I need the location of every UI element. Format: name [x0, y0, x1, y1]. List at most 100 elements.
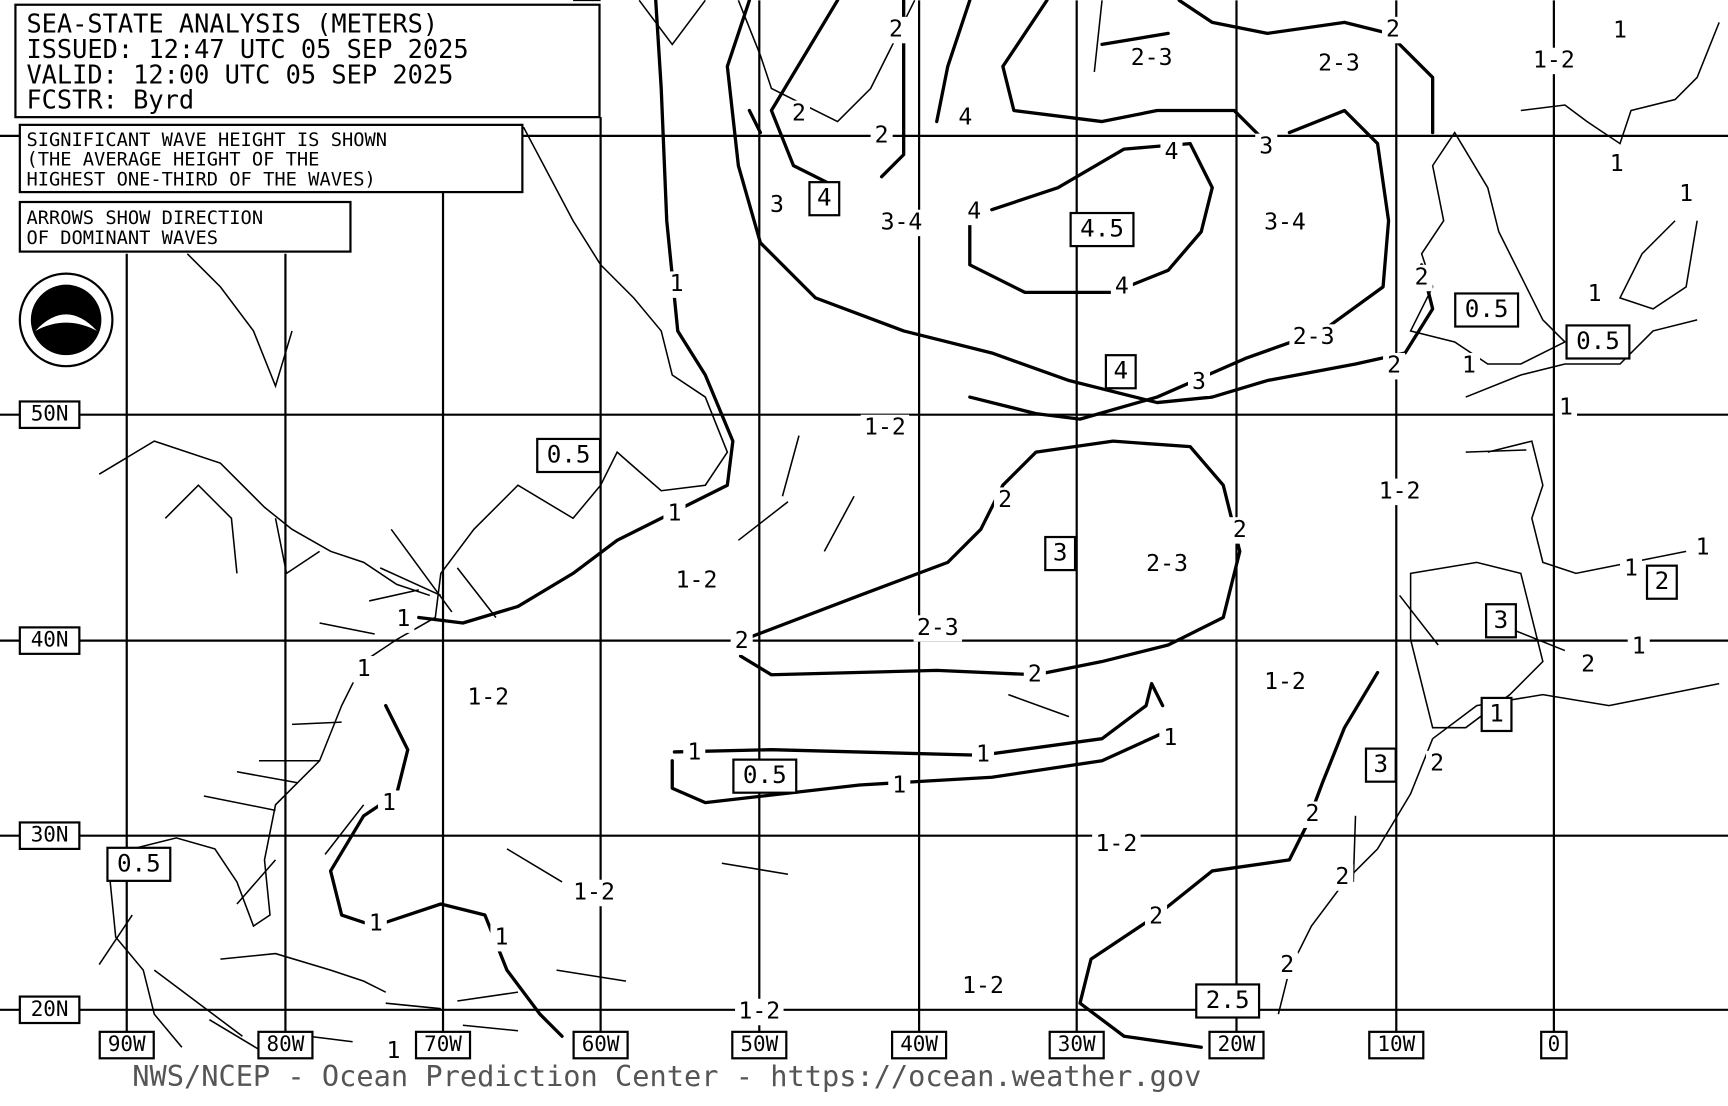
label-bg	[1145, 904, 1168, 931]
lat-box	[18, 626, 81, 655]
label-bg	[382, 1038, 405, 1065]
label-bg	[1426, 750, 1449, 778]
boxed-label: 2.5	[1206, 985, 1250, 1014]
contour-label: 4	[967, 198, 981, 224]
label-bg	[1375, 478, 1424, 506]
contour-label: 1	[1163, 725, 1177, 751]
label-bg	[1314, 51, 1364, 78]
lon-box	[890, 1030, 948, 1060]
label-bg	[1383, 352, 1406, 380]
label-bg	[958, 973, 1008, 1000]
contour-label: 1	[1610, 151, 1624, 177]
label-bg	[1160, 139, 1183, 166]
label-bg	[1529, 47, 1579, 75]
contour-label: 3	[1192, 369, 1206, 395]
label-bg	[1331, 864, 1354, 891]
note-line: ARROWS SHOW DIRECTION	[26, 208, 263, 229]
contour-label: 1	[976, 742, 990, 768]
contour-label: 1-2	[738, 999, 780, 1025]
contour-label: 2	[1306, 801, 1320, 827]
label-bg	[787, 100, 810, 128]
label-bg	[1301, 801, 1324, 828]
lon-box	[98, 1030, 155, 1060]
contour-label: 1	[1696, 535, 1710, 561]
lon-label: 30W	[1058, 1032, 1096, 1056]
label-box	[732, 758, 798, 794]
contour-label: 2	[998, 487, 1012, 513]
contour-label: 2	[1149, 904, 1163, 930]
contour-label: 4	[958, 105, 972, 131]
label-bg	[972, 742, 995, 769]
contour-label: 1	[386, 1038, 400, 1064]
lon-label: 80W	[267, 1032, 305, 1056]
contour-label: 1	[357, 656, 371, 682]
label-bg	[1255, 133, 1278, 161]
label-bg	[378, 790, 401, 817]
label-bg	[672, 567, 721, 595]
label-bg	[913, 615, 963, 642]
header-line: ISSUED: 12:47 UTC 05 SEP 2025	[26, 34, 468, 64]
lon-label: 60W	[582, 1032, 620, 1056]
contour-label: 2	[735, 628, 749, 654]
contour-label: 2	[889, 17, 903, 43]
contour-label: 4	[1115, 273, 1129, 299]
contour-label: 3-4	[1264, 209, 1306, 235]
label-bg	[765, 192, 788, 219]
note-box	[18, 123, 524, 194]
contour-label: 1	[396, 606, 410, 632]
contour-label: 2-3	[1293, 324, 1335, 350]
label-box	[1484, 603, 1517, 639]
label-bg	[860, 414, 910, 442]
label-bg	[877, 209, 926, 237]
label-bg	[1627, 634, 1650, 661]
boxed-label: 0.5	[117, 848, 161, 877]
contour-label: 2	[1280, 952, 1294, 978]
lat-box	[18, 400, 81, 430]
label-bg	[1691, 534, 1714, 562]
lon-label: 10W	[1377, 1032, 1415, 1056]
label-bg	[870, 122, 893, 150]
label-bg	[888, 772, 911, 800]
label-bg	[1023, 661, 1046, 688]
label-box	[1565, 324, 1631, 360]
label-bg	[963, 198, 986, 226]
label-bg	[569, 879, 619, 907]
contour-label: 3	[1259, 133, 1273, 159]
contour-label: 1	[1588, 281, 1602, 307]
label-bg	[1381, 16, 1404, 44]
label-box	[536, 437, 602, 474]
lon-label: 0	[1548, 1032, 1561, 1056]
lon-box	[257, 1030, 314, 1060]
label-bg	[1276, 952, 1299, 979]
lon-label: 90W	[108, 1032, 146, 1056]
label-box	[808, 181, 841, 217]
header-line: SEA-STATE ANALYSIS (METERS)	[26, 9, 438, 39]
label-box	[1195, 983, 1261, 1019]
label-bg	[730, 628, 753, 655]
boxed-labels: 4 4.5 4 0.5 0.5 0.5 3 2 3 1 0.5 3 0.5 2.5	[106, 181, 1678, 1019]
lon-box	[1540, 1030, 1568, 1060]
contour-label: 1	[670, 271, 684, 297]
boxed-label: 3	[1494, 605, 1509, 634]
note-line: HIGHEST ONE-THIRD OF THE WAVES)	[26, 169, 375, 190]
contour-label: 3	[770, 192, 784, 218]
boxed-label: 1	[1489, 698, 1504, 727]
lat-label: 40N	[31, 628, 69, 652]
label-bg	[735, 998, 784, 1026]
label-bg	[392, 606, 415, 633]
lat-box	[18, 995, 81, 1025]
label-bg	[1605, 151, 1628, 178]
contour-label: 1-2	[962, 973, 1004, 999]
contour-label: 1-2	[1264, 669, 1306, 695]
boxed-label: 4	[1113, 356, 1128, 385]
label-bg	[463, 684, 513, 712]
boxed-label: 0.5	[547, 439, 591, 468]
lon-box	[1048, 1030, 1105, 1060]
lat-box	[18, 821, 81, 850]
note-line: OF DOMINANT WAVES	[26, 228, 218, 249]
boxed-label: 3	[1053, 538, 1068, 567]
header: SEA-STATE ANALYSIS (METERS) ISSUED: 12:4…	[14, 3, 601, 368]
